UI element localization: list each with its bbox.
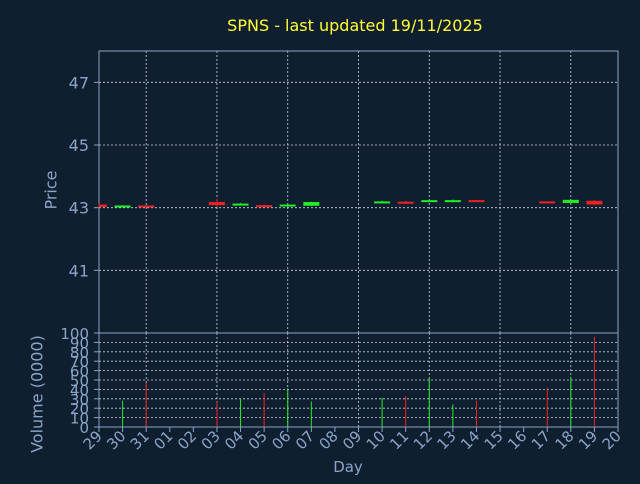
candle-body	[232, 203, 249, 206]
x-tick-label: 06	[268, 427, 294, 453]
x-tick-label: 08	[316, 427, 342, 453]
x-tick-label: 15	[481, 427, 507, 453]
x-tick-label: 13	[433, 427, 459, 453]
candle-body	[114, 205, 131, 208]
volume-axis-label: Volume (0000)	[28, 335, 47, 453]
x-tick-label: 02	[174, 427, 200, 453]
volume-tick-label: 90	[70, 334, 89, 352]
price-tick-label: 45	[69, 136, 89, 155]
x-tick-label: 09	[339, 427, 365, 453]
price-tick-label: 47	[69, 73, 89, 92]
x-tick-label: 14	[457, 427, 483, 453]
price-tick-label: 41	[69, 261, 89, 280]
candle-body	[279, 204, 296, 207]
volume-tick-label: 60	[70, 363, 89, 381]
candle-body	[562, 199, 579, 203]
candle-body	[303, 202, 320, 206]
volume-tick-label: 10	[70, 410, 89, 428]
chart-title: SPNS - last updated 19/11/2025	[227, 16, 483, 35]
volume-tick-label: 20	[70, 400, 89, 418]
candle-body	[374, 201, 391, 204]
x-tick-label: 03	[198, 427, 224, 453]
x-axis-label: Day	[333, 458, 363, 476]
volume-tick-label: 40	[70, 381, 89, 399]
candle-body	[138, 205, 155, 208]
x-tick-label: 17	[528, 427, 554, 453]
price-axis-label: Price	[42, 170, 61, 209]
candle-body	[397, 201, 414, 204]
volume-tick-label: 80	[70, 344, 89, 362]
axis-layer: 4143454701020304050607080901002930310102…	[60, 50, 625, 453]
volume-tick-label: 30	[70, 391, 89, 409]
candle-body	[208, 202, 225, 206]
candle-body	[256, 205, 273, 208]
x-tick-label: 20	[599, 427, 625, 453]
candle-body	[421, 200, 438, 203]
x-tick-label: 05	[245, 427, 271, 453]
x-tick-label: 18	[551, 427, 577, 453]
mark-layer	[98, 198, 603, 427]
candle-body	[586, 200, 603, 205]
volume-tick-label: 70	[70, 353, 89, 371]
x-tick-label: 10	[363, 427, 389, 453]
x-tick-label: 11	[386, 427, 412, 453]
x-tick-label: 31	[127, 427, 153, 453]
candle-body	[99, 204, 107, 208]
volume-tick-label: 100	[60, 325, 89, 343]
x-tick-label: 07	[292, 427, 318, 453]
candle-body	[468, 200, 485, 203]
grid-layer	[99, 51, 618, 427]
x-tick-label: 04	[221, 427, 247, 453]
volume-tick-label: 50	[70, 372, 89, 390]
candle-body	[539, 201, 556, 204]
x-tick-label: 01	[150, 427, 176, 453]
x-tick-label: 16	[504, 427, 530, 453]
x-tick-label: 19	[575, 427, 601, 453]
volume-tick-label: 0	[79, 419, 89, 437]
x-tick-label: 12	[410, 427, 436, 453]
x-tick-label: 30	[103, 427, 129, 453]
price-tick-label: 43	[69, 199, 89, 218]
candle-body	[444, 200, 461, 203]
